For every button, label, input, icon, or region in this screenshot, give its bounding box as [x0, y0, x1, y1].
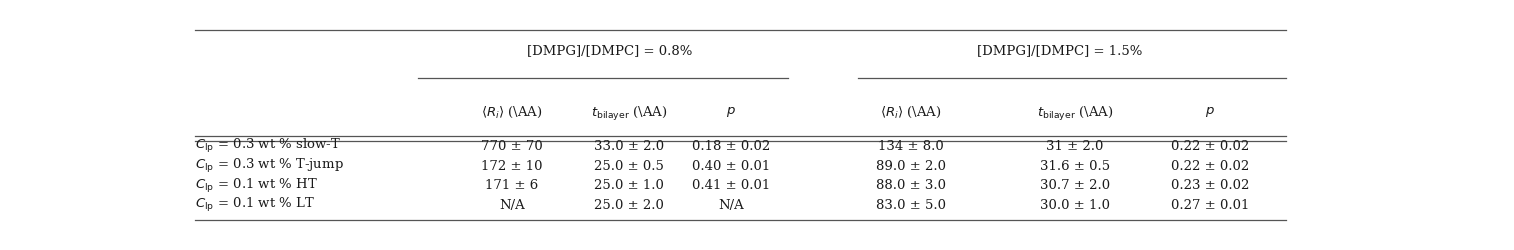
Text: 25.0 ± 0.5: 25.0 ± 0.5	[595, 159, 665, 172]
Text: N/A: N/A	[500, 198, 525, 211]
Text: 83.0 ± 5.0: 83.0 ± 5.0	[877, 198, 946, 211]
Text: $C_{\mathrm{lp}}$ = 0.3 wt % T-jump: $C_{\mathrm{lp}}$ = 0.3 wt % T-jump	[195, 157, 344, 175]
Text: $t_{\mathrm{bilayer}}$ (\AA): $t_{\mathrm{bilayer}}$ (\AA)	[1037, 104, 1113, 122]
Text: 30.0 ± 1.0: 30.0 ± 1.0	[1040, 198, 1110, 211]
Text: 30.7 ± 2.0: 30.7 ± 2.0	[1040, 178, 1110, 192]
Text: $t_{\mathrm{bilayer}}$ (\AA): $t_{\mathrm{bilayer}}$ (\AA)	[590, 104, 668, 122]
Text: 31 ± 2.0: 31 ± 2.0	[1046, 139, 1104, 152]
Text: [DMPG]/[DMPC] = 0.8%: [DMPG]/[DMPC] = 0.8%	[527, 44, 692, 57]
Text: 171 ± 6: 171 ± 6	[486, 178, 539, 192]
Text: 134 ± 8.0: 134 ± 8.0	[878, 139, 943, 152]
Text: N/A: N/A	[719, 198, 745, 211]
Text: $\langle R_i \rangle$ (\AA): $\langle R_i \rangle$ (\AA)	[880, 104, 942, 119]
Text: 0.18 ± 0.02: 0.18 ± 0.02	[692, 139, 771, 152]
Text: 31.6 ± 0.5: 31.6 ± 0.5	[1040, 159, 1110, 172]
Text: 33.0 ± 2.0: 33.0 ± 2.0	[593, 139, 665, 152]
Text: 770 ± 70: 770 ± 70	[481, 139, 544, 152]
Text: 0.22 ± 0.02: 0.22 ± 0.02	[1170, 159, 1249, 172]
Text: $C_{\mathrm{lp}}$ = 0.1 wt % HT: $C_{\mathrm{lp}}$ = 0.1 wt % HT	[195, 176, 318, 194]
Text: $p$: $p$	[1205, 104, 1216, 118]
Text: 172 ± 10: 172 ± 10	[481, 159, 542, 172]
Text: $C_{\mathrm{lp}}$ = 0.3 wt % slow-T: $C_{\mathrm{lp}}$ = 0.3 wt % slow-T	[195, 136, 341, 154]
Text: 88.0 ± 3.0: 88.0 ± 3.0	[877, 178, 946, 192]
Text: 25.0 ± 1.0: 25.0 ± 1.0	[595, 178, 665, 192]
Text: 0.23 ± 0.02: 0.23 ± 0.02	[1170, 178, 1249, 192]
Text: 25.0 ± 2.0: 25.0 ± 2.0	[595, 198, 665, 211]
Text: 0.40 ± 0.01: 0.40 ± 0.01	[692, 159, 771, 172]
Text: 0.22 ± 0.02: 0.22 ± 0.02	[1170, 139, 1249, 152]
Text: $\langle R_i \rangle$ (\AA): $\langle R_i \rangle$ (\AA)	[481, 104, 542, 119]
Text: 0.41 ± 0.01: 0.41 ± 0.01	[692, 178, 771, 192]
Text: $C_{\mathrm{lp}}$ = 0.1 wt % LT: $C_{\mathrm{lp}}$ = 0.1 wt % LT	[195, 195, 315, 213]
Text: 0.27 ± 0.01: 0.27 ± 0.01	[1170, 198, 1249, 211]
Text: [DMPG]/[DMPC] = 1.5%: [DMPG]/[DMPC] = 1.5%	[977, 44, 1143, 57]
Text: 89.0 ± 2.0: 89.0 ± 2.0	[877, 159, 946, 172]
Text: $p$: $p$	[727, 104, 736, 118]
